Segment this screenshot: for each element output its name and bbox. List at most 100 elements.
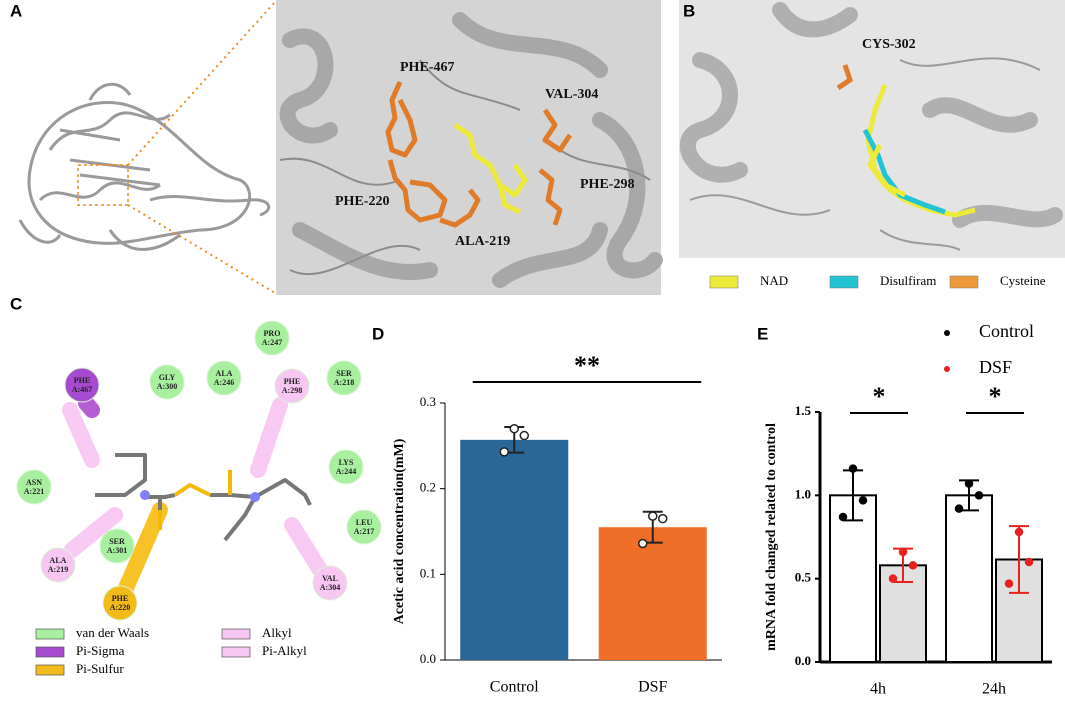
data-point xyxy=(898,547,908,557)
zoom-view-part-part xyxy=(387,159,448,223)
data-point xyxy=(964,479,974,488)
ligand-diagram-part xyxy=(140,490,150,500)
zoom-view-part-part xyxy=(559,149,651,181)
ligand-diagram xyxy=(62,395,328,596)
ligand-diagram-part-part xyxy=(78,395,100,418)
residue-chain: A:301 xyxy=(107,546,127,555)
binding-view-part-part xyxy=(689,194,831,216)
data-point xyxy=(638,538,648,549)
significance-label: * xyxy=(989,382,1002,411)
zoom-view-part-part xyxy=(385,80,418,158)
residue-label: CYS-302 xyxy=(862,37,916,52)
zoom-lines-part xyxy=(127,204,276,294)
ligand-diagram-part-part xyxy=(145,493,176,499)
y-axis-label: mRNA fold changed related to control xyxy=(764,423,779,651)
zoom-lines-part xyxy=(127,1,276,166)
data-point xyxy=(1024,557,1034,567)
residue-chain: A:298 xyxy=(282,386,302,395)
ligand-diagram-part-part xyxy=(62,402,100,468)
data-point xyxy=(888,574,898,583)
binding-view-part-part xyxy=(772,2,858,38)
legend-label: van der Waals xyxy=(76,625,149,640)
ligand-diagram-part xyxy=(62,395,328,596)
legend-marker xyxy=(944,330,950,336)
y-tick-label: 1.5 xyxy=(795,403,812,418)
binding-view-part xyxy=(679,2,1063,228)
data-point xyxy=(858,496,868,505)
residue-node xyxy=(328,449,364,485)
ligand-diagram-part-part xyxy=(118,502,168,596)
bar xyxy=(829,494,877,664)
zoom-lines xyxy=(127,1,276,294)
zoom-view-part-part xyxy=(279,28,338,144)
panel-label: E xyxy=(757,324,768,343)
y-tick-label: 0.3 xyxy=(420,394,436,409)
y-tick-label: 0.0 xyxy=(795,653,811,668)
y-tick-label: 0.5 xyxy=(795,570,812,585)
residue-node xyxy=(312,565,348,601)
x-tick-label: 24h xyxy=(982,681,1006,698)
residue-node xyxy=(99,528,135,564)
ligand-diagram-part-part xyxy=(223,496,257,542)
panel-label: C xyxy=(10,294,22,313)
ligand-diagram-part-part xyxy=(210,478,312,506)
residue-name: PHE xyxy=(112,594,128,603)
residue-name: PHE xyxy=(284,377,300,386)
residue-chain: A:247 xyxy=(262,338,282,347)
residue-chain: A:246 xyxy=(214,378,234,387)
ligand-diagram-part-part xyxy=(64,507,123,558)
data-point xyxy=(954,504,964,513)
panel-label: B xyxy=(683,1,695,20)
zoom-view-part xyxy=(279,12,663,288)
residue-node xyxy=(102,585,138,621)
legend-label: Cysteine xyxy=(1000,273,1046,288)
residue-label: PHE-467 xyxy=(400,60,454,75)
residue-node xyxy=(274,368,310,404)
protein-overview-part xyxy=(108,229,181,251)
legend-label: DSF xyxy=(979,357,1012,377)
data-point xyxy=(974,491,984,500)
residue-name: LYS xyxy=(339,458,354,467)
legend-label: NAD xyxy=(760,273,788,288)
data-point xyxy=(648,511,658,521)
protein-overview-part xyxy=(149,194,271,217)
significance-label: ** xyxy=(574,351,600,380)
y-tick-label: 1.0 xyxy=(795,486,811,501)
binding-view-part-part xyxy=(922,97,1038,133)
legend-swatch xyxy=(35,664,65,676)
residue-node xyxy=(254,320,290,356)
data-point xyxy=(658,513,668,524)
protein-overview-part xyxy=(88,82,132,101)
ligand-diagram-part xyxy=(250,492,260,502)
residue-name: PHE xyxy=(74,376,90,385)
y-tick-label: 0.2 xyxy=(420,480,436,495)
zoom-view xyxy=(276,0,663,295)
legend-label: Control xyxy=(979,321,1034,341)
ligand-diagram-part-part xyxy=(250,397,288,478)
zoom-view-part-part xyxy=(492,222,608,288)
ligand-diagram-part-part xyxy=(95,453,147,497)
legend-swatch xyxy=(35,628,65,640)
data-point xyxy=(509,423,519,434)
residue-node xyxy=(326,360,362,396)
residue-label: PHE-298 xyxy=(580,177,634,192)
binding-view-part xyxy=(836,64,853,91)
bar xyxy=(945,494,993,664)
x-tick-label: Control xyxy=(490,679,539,696)
protein-overview xyxy=(18,82,271,251)
residue-name: VAL xyxy=(322,574,338,583)
legend-marker xyxy=(944,366,950,372)
data-point xyxy=(838,512,848,522)
zoom-view-part-part xyxy=(439,188,481,228)
x-tick-label: 4h xyxy=(870,681,886,698)
residue-node xyxy=(206,360,242,396)
zoom-view-part xyxy=(279,59,651,276)
residue-label: PHE-220 xyxy=(335,194,389,209)
residue-node xyxy=(40,547,76,583)
data-point xyxy=(519,430,529,441)
binding-view-part xyxy=(862,84,976,218)
zoom-view-part xyxy=(385,80,573,228)
residue-node xyxy=(149,364,185,400)
residue-name: LEU xyxy=(356,518,373,527)
significance-label: * xyxy=(873,382,886,411)
